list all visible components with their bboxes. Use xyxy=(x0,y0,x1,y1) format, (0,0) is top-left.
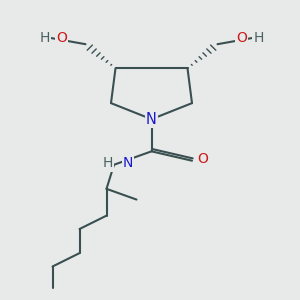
Text: H: H xyxy=(39,31,50,44)
Text: N: N xyxy=(146,112,157,127)
Text: N: N xyxy=(123,156,134,170)
Text: H: H xyxy=(102,156,112,170)
Text: O: O xyxy=(56,31,67,44)
Text: O: O xyxy=(197,152,208,167)
Text: H: H xyxy=(254,31,264,44)
Text: O: O xyxy=(236,31,247,44)
